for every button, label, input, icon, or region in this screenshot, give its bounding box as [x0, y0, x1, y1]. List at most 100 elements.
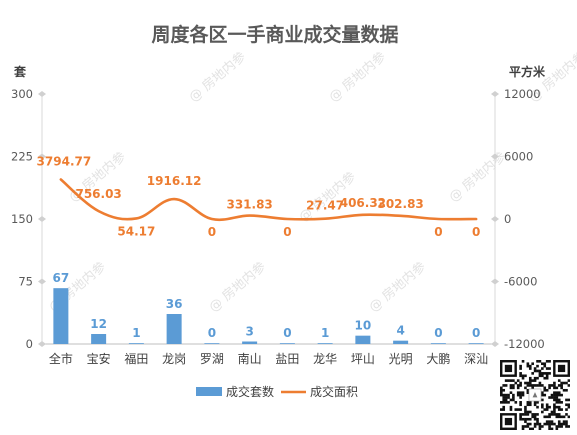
qr-module [533, 379, 537, 382]
qr-module [536, 417, 539, 421]
qr-module [533, 367, 537, 370]
qr-module [555, 391, 559, 394]
line-data-label: 0 [434, 225, 442, 239]
qr-module [562, 415, 566, 419]
qr-module [543, 372, 547, 375]
left-tick-label: 0 [26, 337, 33, 351]
bar [91, 334, 107, 344]
qr-module [524, 410, 527, 414]
bar-data-label: 4 [396, 324, 404, 338]
qr-module [533, 401, 537, 404]
qr-module [555, 415, 559, 419]
qr-module [538, 427, 542, 430]
qr-module [500, 393, 503, 397]
qr-module [555, 425, 559, 428]
qr-module [519, 381, 522, 385]
qr-module [509, 398, 513, 402]
qr-module [557, 384, 561, 387]
qr-module [550, 420, 554, 423]
qr-module [543, 422, 547, 426]
x-tick-label: 龙华 [313, 352, 337, 366]
qr-module [545, 388, 549, 392]
bar-data-label: 3 [245, 325, 253, 339]
qr-logo-mark [532, 392, 538, 398]
left-tick-marker [38, 216, 46, 222]
qr-module [541, 391, 544, 394]
bar [204, 343, 220, 344]
bar [242, 341, 258, 344]
qr-module [538, 425, 542, 428]
watermark-text: @ 房地内参 [206, 259, 269, 316]
qr-module [514, 408, 518, 411]
qr-module [521, 376, 525, 380]
qr-module [557, 415, 561, 419]
qr-module [500, 401, 503, 404]
x-tick-label: 光明 [389, 352, 413, 366]
qr-module [553, 410, 556, 414]
left-tick-label: 225 [11, 150, 33, 164]
qr-module [519, 401, 522, 404]
qr-module [548, 360, 551, 363]
qr-module [536, 405, 539, 409]
qr-module [565, 388, 568, 392]
qr-module [541, 384, 544, 387]
x-tick-label: 宝安 [87, 351, 111, 366]
qr-module [557, 379, 561, 382]
qr-module [555, 393, 559, 397]
qr-module [550, 427, 554, 430]
right-tick-marker [491, 153, 499, 160]
qr-module [516, 408, 520, 411]
watermark-layer: @ 房地内参@ 房地内参 @ 房地内参@ 房地内参@ 房地内参@ 房地内参 @ 房地… [46, 49, 577, 316]
qr-module [507, 401, 510, 404]
qr-module [516, 384, 520, 387]
qr-module [528, 422, 532, 426]
qr-module [545, 415, 549, 419]
qr-module [536, 360, 539, 363]
x-tick-label: 盐田 [275, 352, 299, 366]
right-tick-label: 0 [504, 212, 511, 226]
qr-module [560, 381, 563, 385]
left-tick-marker [38, 341, 46, 347]
qr-module [548, 367, 551, 370]
qr-module [565, 398, 568, 402]
qr-module [541, 410, 544, 414]
qr-module [560, 393, 563, 397]
qr-module [502, 398, 506, 402]
qr-module [502, 396, 506, 399]
qr-module [545, 408, 549, 411]
qr-module [519, 374, 522, 378]
qr-module [541, 374, 544, 378]
qr-code [500, 360, 570, 430]
qr-module [562, 420, 566, 423]
qr-module [519, 408, 522, 411]
bars-layer: 67 12 1 36 0 3 0 1 10 4 0 0 [53, 271, 484, 344]
qr-module [526, 364, 530, 368]
qr-module [545, 374, 549, 378]
qr-module [524, 408, 527, 411]
qr-module [536, 401, 539, 404]
bar [317, 343, 333, 344]
qr-module [533, 413, 537, 416]
qr-module [536, 376, 539, 380]
qr-module [509, 384, 513, 387]
bar-data-label: 1 [132, 326, 140, 340]
qr-module [516, 379, 520, 382]
right-axis-unit: 平方米 [509, 64, 546, 79]
qr-module [504, 379, 508, 382]
x-tick-label: 坪山 [351, 352, 375, 366]
qr-module [538, 360, 542, 363]
qr-module [548, 425, 551, 428]
qr-module [536, 369, 539, 373]
qr-module [553, 393, 556, 397]
qr-module [519, 415, 522, 419]
qr-module [541, 403, 544, 407]
qr-module [557, 391, 561, 394]
qr-module [507, 396, 510, 399]
qr-module [514, 381, 518, 385]
qr-module [565, 381, 568, 385]
qr-module [545, 372, 549, 375]
qr-module [565, 413, 568, 416]
qr-module [550, 422, 554, 426]
qr-module [519, 384, 522, 387]
qr-module [528, 410, 532, 414]
